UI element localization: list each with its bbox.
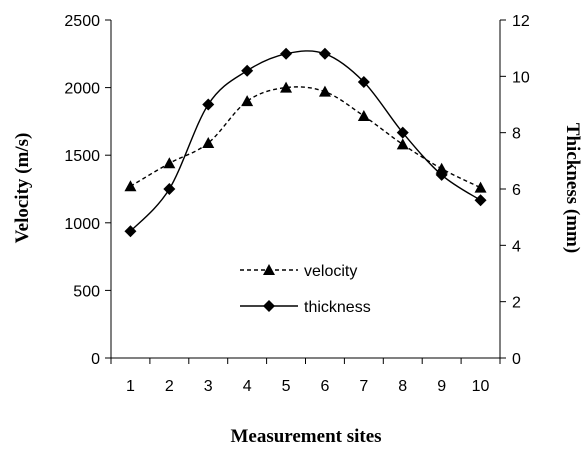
velocity-point <box>163 157 176 169</box>
x-tick-label: 5 <box>282 378 291 395</box>
y2-tick-label: 8 <box>512 126 521 143</box>
series-line-velocity <box>130 86 481 189</box>
x-tick-label: 8 <box>398 378 407 395</box>
thickness-point <box>474 194 487 207</box>
y-tick-label: 500 <box>73 283 100 300</box>
y-tick-label: 2000 <box>64 81 100 98</box>
series-thickness <box>124 47 487 238</box>
thickness-point <box>280 47 293 60</box>
y-tick-label: 0 <box>91 351 100 368</box>
x-axis-title: Measurement sites <box>230 426 381 447</box>
x-tick-label: 4 <box>243 378 252 395</box>
velocity-point <box>357 109 370 121</box>
legend: velocity thickness <box>240 263 371 316</box>
y2-tick-label: 10 <box>512 69 530 86</box>
velocity-point <box>435 162 448 174</box>
x-tick-label: 2 <box>165 378 174 395</box>
legend-marker <box>263 264 275 275</box>
x-tick-label: 3 <box>204 378 213 395</box>
thickness-point <box>396 126 409 139</box>
x-tick-label: 9 <box>437 378 446 395</box>
x-tick-label: 7 <box>359 378 368 395</box>
y-tick-label: 1000 <box>64 216 100 233</box>
thickness-point <box>163 183 176 195</box>
y2-tick-label: 0 <box>512 351 521 368</box>
x-tick-label: 6 <box>320 378 329 395</box>
thickness-point <box>241 64 254 77</box>
y-tick-label: 2500 <box>64 13 100 30</box>
y-tick-label: 1500 <box>64 148 100 165</box>
velocity-point <box>124 180 137 192</box>
y2-tick-label: 2 <box>512 295 521 312</box>
velocity-point <box>474 181 487 193</box>
thickness-point <box>318 47 331 60</box>
y2-axis-title: Thickness (mm) <box>562 123 582 253</box>
thickness-point <box>202 98 215 111</box>
thickness-point <box>357 75 370 88</box>
y2-tick-label: 6 <box>512 182 521 199</box>
thickness-point <box>435 168 448 181</box>
velocity-point <box>202 137 215 149</box>
y2-tick-label: 4 <box>512 238 521 255</box>
velocity-point <box>396 138 409 150</box>
velocity-point <box>318 85 331 97</box>
legend-item-thickness: thickness <box>240 299 371 316</box>
series-line-thickness <box>129 50 481 232</box>
legend-label: thickness <box>304 299 371 316</box>
legend-marker <box>263 300 275 312</box>
thickness-point <box>124 225 137 238</box>
series-layer <box>124 47 487 238</box>
legend-item-velocity: velocity <box>240 263 357 280</box>
y-axis-title: Velocity (m/s) <box>12 133 33 244</box>
legend-label: velocity <box>304 263 357 280</box>
x-tick-label: 1 <box>126 378 135 395</box>
velocity-point <box>241 95 254 107</box>
velocity-point <box>280 81 293 93</box>
x-tick-label: 10 <box>472 378 490 395</box>
y2-tick-label: 12 <box>512 13 530 30</box>
series-velocity <box>124 81 487 193</box>
